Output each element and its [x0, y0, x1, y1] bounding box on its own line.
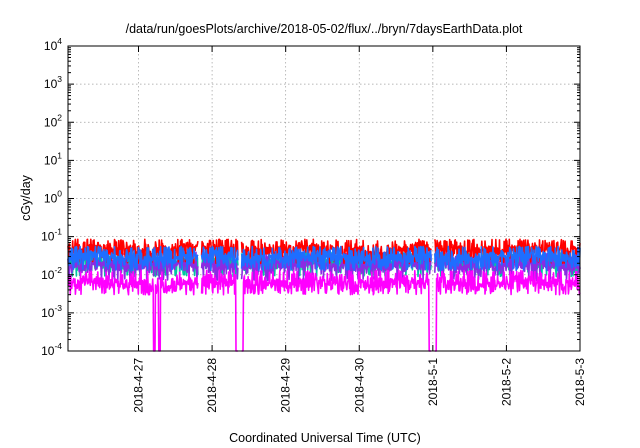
x-tick-label: 2018-4-30 — [352, 358, 366, 413]
y-tick-label: 10-1 — [41, 227, 62, 244]
y-tick-label: 102 — [44, 112, 62, 129]
y-tick-label: 10-3 — [41, 303, 62, 320]
x-tick-label: 2018-4-29 — [279, 358, 293, 413]
y-tick-label: 101 — [44, 150, 62, 167]
y-tick-label: 104 — [44, 36, 62, 53]
x-tick-label: 2018-4-27 — [132, 358, 146, 413]
y-axis-label: cGy/day — [19, 174, 33, 221]
x-axis-label: Coordinated Universal Time (UTC) — [229, 431, 421, 445]
y-tick-label: 100 — [44, 189, 62, 206]
x-tick-label: 2018-4-28 — [205, 358, 219, 413]
grid-lines — [68, 46, 580, 351]
data-series — [67, 238, 581, 352]
x-tick-label: 2018-5-3 — [573, 358, 587, 406]
y-axis-tick-labels: 10-4 10-3 10-2 10-1 100 101 102 103 104 — [41, 36, 62, 358]
x-axis-tick-labels: 2018-4-27 2018-4-28 2018-4-29 2018-4-30 2018… — [132, 358, 587, 413]
y-tick-label: 10-4 — [41, 341, 62, 358]
series-line — [67, 245, 581, 272]
series-line — [67, 269, 581, 352]
x-tick-label: 2018-5-2 — [499, 358, 513, 406]
chart-title: /data/run/goesPlots/archive/2018-05-02/f… — [126, 22, 523, 36]
x-tick-label: 2018-5-1 — [426, 358, 440, 406]
y-tick-label: 10-2 — [41, 265, 62, 282]
y-tick-label: 103 — [44, 74, 62, 91]
plot-frame — [67, 45, 581, 352]
series-line — [67, 238, 581, 265]
